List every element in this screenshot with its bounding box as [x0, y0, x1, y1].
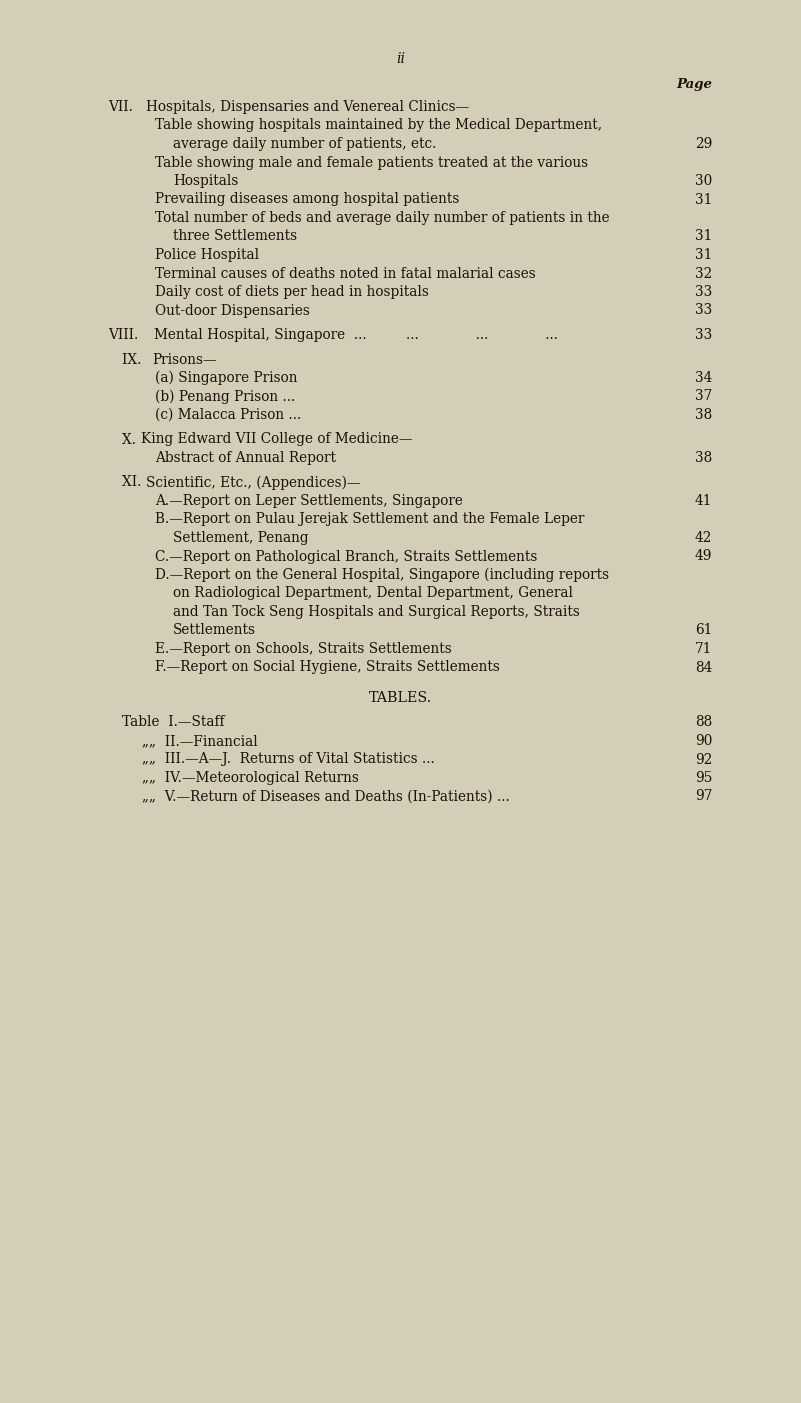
Text: 84: 84: [694, 661, 712, 675]
Text: IX.: IX.: [122, 352, 146, 366]
Text: Page: Page: [676, 79, 712, 91]
Text: 31: 31: [694, 192, 712, 206]
Text: VII.: VII.: [108, 100, 137, 114]
Text: VIII.: VIII.: [108, 328, 143, 342]
Text: Settlement, Penang: Settlement, Penang: [173, 530, 308, 544]
Text: F.—Report on Social Hygiene, Straits Settlements: F.—Report on Social Hygiene, Straits Set…: [155, 661, 500, 675]
Text: C.—Report on Pathological Branch, Straits Settlements: C.—Report on Pathological Branch, Strait…: [155, 550, 537, 564]
Text: „„  II.—Financial: „„ II.—Financial: [142, 734, 258, 748]
Text: 97: 97: [694, 790, 712, 804]
Text: 37: 37: [694, 390, 712, 404]
Text: Table showing hospitals maintained by the Medical Department,: Table showing hospitals maintained by th…: [155, 118, 602, 132]
Text: 49: 49: [694, 550, 712, 564]
Text: 29: 29: [694, 137, 712, 152]
Text: 90: 90: [694, 734, 712, 748]
Text: 92: 92: [694, 752, 712, 766]
Text: Prisons—: Prisons—: [152, 352, 216, 366]
Text: and Tan Tock Seng Hospitals and Surgical Reports, Straits: and Tan Tock Seng Hospitals and Surgical…: [173, 605, 580, 619]
Text: X.: X.: [122, 432, 140, 446]
Text: 41: 41: [694, 494, 712, 508]
Text: Table showing male and female patients treated at the various: Table showing male and female patients t…: [155, 156, 588, 170]
Text: Settlements: Settlements: [173, 623, 256, 637]
Text: Hospitals: Hospitals: [173, 174, 239, 188]
Text: 31: 31: [694, 248, 712, 262]
Text: „„  III.—A—J.  Returns of Vital Statistics ...: „„ III.—A—J. Returns of Vital Statistics…: [142, 752, 435, 766]
Text: 33: 33: [694, 303, 712, 317]
Text: Total number of beds and average daily number of patients in the: Total number of beds and average daily n…: [155, 210, 610, 224]
Text: A.—Report on Leper Settlements, Singapore: A.—Report on Leper Settlements, Singapor…: [155, 494, 463, 508]
Text: Scientific, Etc., (Appendices)—: Scientific, Etc., (Appendices)—: [146, 476, 360, 490]
Text: Mental Hospital, Singapore  ...         ...             ...             ...: Mental Hospital, Singapore ... ... ... .…: [154, 328, 558, 342]
Text: 71: 71: [694, 643, 712, 657]
Text: E.—Report on Schools, Straits Settlements: E.—Report on Schools, Straits Settlement…: [155, 643, 452, 657]
Text: average daily number of patients, etc.: average daily number of patients, etc.: [173, 137, 437, 152]
Text: TABLES.: TABLES.: [369, 692, 432, 704]
Text: B.—Report on Pulau Jerejak Settlement and the Female Leper: B.—Report on Pulau Jerejak Settlement an…: [155, 512, 585, 526]
Text: XI.: XI.: [122, 476, 146, 490]
Text: 34: 34: [694, 370, 712, 384]
Text: 33: 33: [694, 285, 712, 299]
Text: 30: 30: [694, 174, 712, 188]
Text: 31: 31: [694, 230, 712, 244]
Text: (b) Penang Prison ...: (b) Penang Prison ...: [155, 390, 296, 404]
Text: 42: 42: [694, 530, 712, 544]
Text: Police Hospital: Police Hospital: [155, 248, 260, 262]
Text: Hospitals, Dispensaries and Venereal Clinics—: Hospitals, Dispensaries and Venereal Cli…: [146, 100, 469, 114]
Text: 38: 38: [694, 450, 712, 464]
Text: Table  I.—Staff: Table I.—Staff: [122, 716, 224, 730]
Text: D.—Report on the General Hospital, Singapore (including reports: D.—Report on the General Hospital, Singa…: [155, 568, 609, 582]
Text: „„  IV.—Meteorological Returns: „„ IV.—Meteorological Returns: [142, 772, 359, 786]
Text: 38: 38: [694, 408, 712, 422]
Text: Out-door Dispensaries: Out-door Dispensaries: [155, 303, 310, 317]
Text: King Edward VII College of Medicine—: King Edward VII College of Medicine—: [141, 432, 413, 446]
Text: „„  V.—Return of Diseases and Deaths (In-Patients) ...: „„ V.—Return of Diseases and Deaths (In-…: [142, 790, 509, 804]
Text: 61: 61: [694, 623, 712, 637]
Text: Prevailing diseases among hospital patients: Prevailing diseases among hospital patie…: [155, 192, 460, 206]
Text: (a) Singapore Prison: (a) Singapore Prison: [155, 370, 297, 386]
Text: Terminal causes of deaths noted in fatal malarial cases: Terminal causes of deaths noted in fatal…: [155, 267, 536, 281]
Text: (c) Malacca Prison ...: (c) Malacca Prison ...: [155, 408, 301, 422]
Text: 88: 88: [694, 716, 712, 730]
Text: Abstract of Annual Report: Abstract of Annual Report: [155, 450, 336, 464]
Text: 32: 32: [694, 267, 712, 281]
Text: 95: 95: [694, 772, 712, 786]
Text: Daily cost of diets per head in hospitals: Daily cost of diets per head in hospital…: [155, 285, 429, 299]
Text: 33: 33: [694, 328, 712, 342]
Text: on Radiological Department, Dental Department, General: on Radiological Department, Dental Depar…: [173, 586, 573, 600]
Text: ii: ii: [396, 52, 405, 66]
Text: three Settlements: three Settlements: [173, 230, 297, 244]
